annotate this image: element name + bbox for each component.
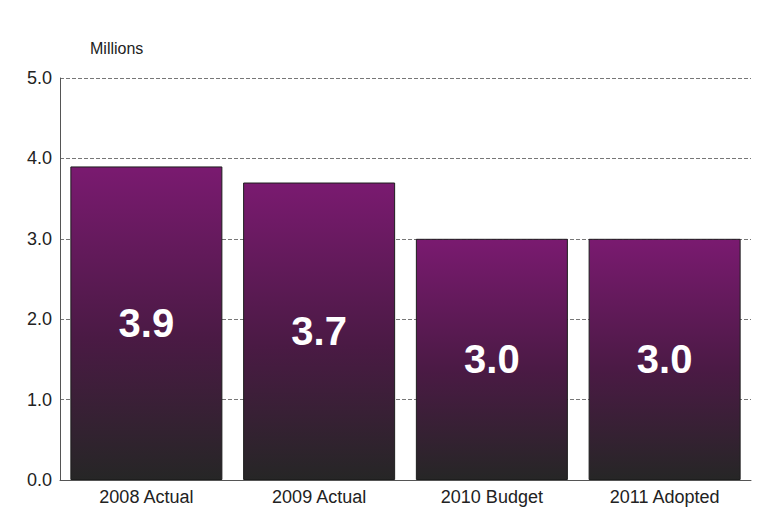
svg-text:2.0: 2.0 [27, 309, 52, 329]
svg-text:4.0: 4.0 [27, 148, 52, 168]
svg-text:2011 Adopted: 2011 Adopted [610, 487, 720, 507]
svg-text:2009 Actual: 2009 Actual [272, 487, 366, 507]
svg-text:0.0: 0.0 [27, 470, 52, 490]
svg-text:3.9: 3.9 [119, 301, 175, 345]
svg-text:Millions: Millions [90, 40, 143, 57]
svg-text:5.0: 5.0 [27, 68, 52, 88]
svg-text:3.0: 3.0 [27, 229, 52, 249]
svg-text:3.0: 3.0 [637, 337, 693, 381]
svg-text:3.0: 3.0 [464, 337, 520, 381]
svg-text:2008 Actual: 2008 Actual [99, 487, 193, 507]
svg-text:1.0: 1.0 [27, 390, 52, 410]
svg-text:3.7: 3.7 [291, 309, 347, 353]
svg-text:2010 Budget: 2010 Budget [441, 487, 543, 507]
